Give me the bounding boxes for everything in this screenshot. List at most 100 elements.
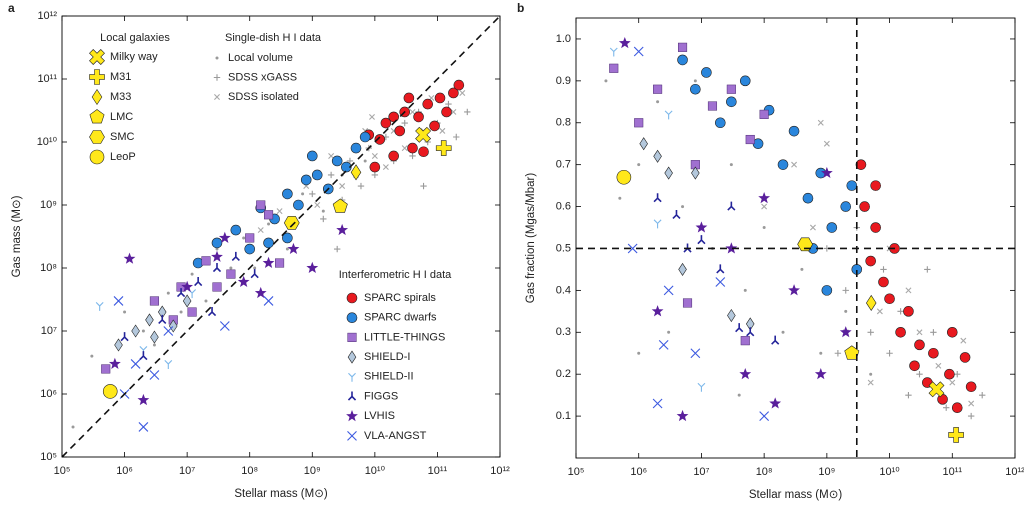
data-point: [257, 227, 264, 234]
data-point: [800, 267, 804, 271]
data-point: [916, 329, 923, 336]
data-point: [948, 427, 964, 443]
data-point: [618, 196, 622, 200]
y-tick-label: 10⁸: [40, 262, 57, 274]
data-point: [194, 276, 203, 287]
data-point: [678, 262, 687, 276]
data-point: [420, 182, 427, 190]
data-point: [677, 42, 688, 52]
data-point: [309, 190, 316, 198]
x-axis-title: Stellar mass (M⊙): [234, 488, 328, 500]
data-point: [407, 142, 418, 154]
y-tick-label: 10⁹: [40, 199, 57, 211]
data-point: [357, 182, 365, 190]
data-point: [604, 79, 608, 83]
panel: a 10⁵ 10⁶ 10⁷ 10⁸ 10⁹ 10¹⁰ 10¹¹ 10¹² 10⁵ 10⁶ 10⁷ 10⁸…: [8, 1, 510, 500]
data-point: [639, 137, 648, 151]
data-point: [450, 108, 457, 115]
data-point: [865, 255, 876, 267]
data-point: [276, 208, 283, 215]
data-point: [656, 100, 660, 104]
data-point: [928, 347, 939, 359]
data-point: [311, 169, 323, 181]
x-tick-label: 10¹⁰: [365, 465, 386, 477]
y-tick-label: 10¹⁰: [37, 136, 58, 148]
data-point: [245, 233, 255, 243]
data-point: [667, 330, 671, 334]
data-point: [967, 412, 975, 420]
legend-label: M33: [110, 91, 131, 103]
data-point: [797, 237, 813, 252]
data-point: [715, 277, 726, 287]
data-point: [90, 354, 94, 358]
data-point: [176, 288, 186, 298]
data-point: [951, 402, 963, 414]
data-point: [369, 113, 375, 120]
legend-label: SPARC spirals: [364, 292, 436, 304]
y-tick-label: 10¹¹: [37, 73, 57, 85]
data-point: [609, 63, 619, 73]
data-point: [448, 87, 459, 99]
legend-marker: [215, 56, 219, 60]
legend-marker: [89, 109, 105, 124]
data-point: [380, 117, 392, 129]
data-point: [866, 294, 877, 312]
legend-marker: [89, 149, 105, 165]
data-point: [102, 384, 118, 399]
x-tick-label: 10⁸: [241, 465, 258, 477]
data-point: [434, 92, 446, 104]
data-point: [652, 398, 663, 409]
data-point: [695, 221, 708, 233]
data-point: [791, 161, 798, 168]
y-axis-title: Gas fraction (Mgas/Mbar): [525, 173, 537, 304]
legend-label: VLA-ANGST: [364, 430, 427, 442]
data-point: [137, 393, 150, 406]
data-point: [739, 75, 751, 87]
data-point: [844, 345, 860, 360]
data-point: [946, 326, 958, 338]
data-point: [960, 337, 967, 344]
data-point: [677, 54, 688, 66]
legend-label: LVHIS: [364, 410, 395, 422]
data-point: [429, 120, 440, 132]
data-point: [846, 180, 858, 191]
data-point: [943, 404, 950, 411]
data-point: [166, 291, 170, 295]
x-tick-label: 10⁶: [630, 466, 647, 478]
data-point: [759, 109, 769, 119]
data-point: [771, 335, 780, 345]
legend-label: SPARC dwarfs: [364, 312, 437, 324]
data-point: [256, 200, 266, 210]
data-point: [459, 89, 466, 96]
x-tick-label: 10¹⁰: [879, 466, 900, 478]
data-point: [141, 329, 145, 333]
data-point: [422, 98, 434, 110]
data-point: [230, 224, 242, 236]
data-point: [658, 339, 669, 350]
data-point: [150, 330, 159, 344]
data-point: [802, 192, 814, 204]
data-point: [350, 142, 362, 154]
data-point: [339, 183, 346, 190]
x-axis-title: Stellar mass (M⊙): [749, 489, 843, 501]
data-point: [903, 306, 914, 317]
data-point: [761, 203, 768, 210]
y-tick-label: 1.0: [556, 33, 571, 45]
x-tick-label: 10⁷: [693, 466, 709, 478]
data-point: [71, 425, 75, 429]
y-tick-label: 0.8: [556, 117, 571, 129]
data-point: [740, 336, 750, 346]
data-point: [415, 126, 432, 143]
x-tick-label: 10¹¹: [428, 465, 448, 477]
data-point: [131, 324, 140, 338]
data-point: [924, 266, 931, 273]
y-tick-label: 0.4: [556, 284, 571, 296]
data-point: [653, 84, 663, 94]
plot-frame: [61, 15, 501, 458]
data-point: [409, 152, 416, 160]
data-point: [965, 381, 977, 393]
data-point: [145, 313, 154, 327]
y-axis-title: Gas mass (M⊙): [11, 195, 23, 277]
data-point: [138, 422, 149, 432]
